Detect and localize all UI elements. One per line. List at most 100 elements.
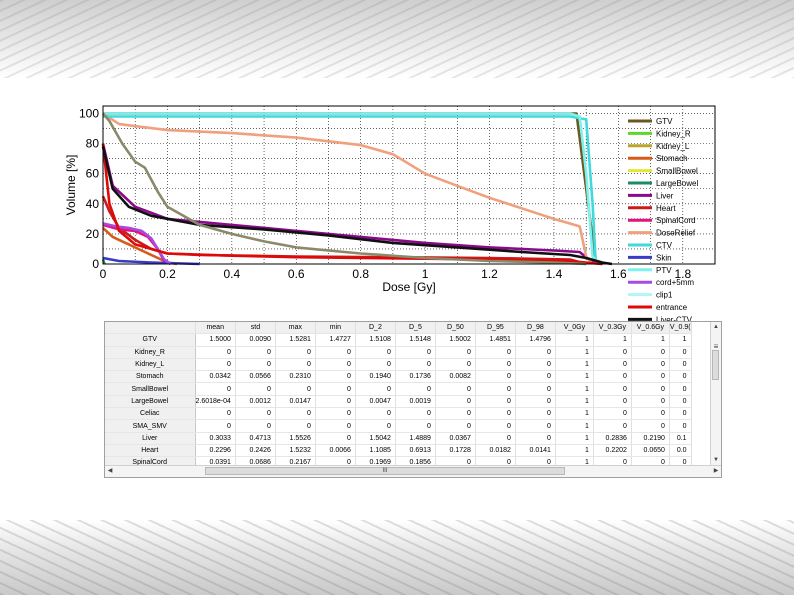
table-cell[interactable]: 0.0 (669, 444, 692, 458)
table-cell[interactable]: 0 (355, 382, 396, 396)
table-cell[interactable]: 1 (555, 382, 594, 396)
table-cell[interactable]: 0.1 (669, 432, 692, 445)
table-cell[interactable]: 0 (475, 407, 516, 421)
table-cell[interactable]: 0 (631, 358, 670, 372)
table-cell[interactable]: 0.0650 (631, 444, 670, 458)
row-header[interactable]: LargeBowel (105, 395, 196, 409)
table-cell[interactable]: 0 (275, 407, 316, 421)
table-cell[interactable]: 0.2202 (593, 444, 632, 458)
table-cell[interactable]: 0 (315, 419, 356, 433)
table-cell[interactable]: 0 (275, 346, 316, 359)
table-cell[interactable]: 0 (235, 346, 276, 359)
table-cell[interactable]: 0.0082 (435, 370, 476, 384)
horizontal-scrollbar[interactable]: ◀ III ▶ (105, 465, 721, 477)
table-cell[interactable]: 0 (315, 407, 356, 421)
table-cell[interactable]: 0 (631, 407, 670, 421)
scroll-left-icon[interactable]: ◀ (107, 468, 113, 474)
column-header[interactable]: min (315, 322, 356, 335)
table-cell[interactable]: 0 (355, 407, 396, 421)
table-cell[interactable]: 0 (669, 382, 692, 396)
table-cell[interactable]: 1.5232 (275, 444, 316, 458)
column-header[interactable]: mean (195, 322, 236, 335)
row-header[interactable]: Stomach (105, 370, 196, 384)
table-cell[interactable]: 0 (195, 358, 236, 372)
table-cell[interactable]: 0 (195, 346, 236, 359)
table-cell[interactable]: 0.4713 (235, 432, 276, 445)
table-cell[interactable]: 0 (475, 358, 516, 372)
table-row[interactable]: Heart 0.2296 0.2426 1.5232 0.0066 1.1085 0.691… (105, 444, 692, 458)
table-cell[interactable]: 0 (235, 382, 276, 396)
row-header[interactable]: Kidney_R (105, 346, 196, 359)
table-cell[interactable]: 0 (593, 419, 632, 433)
table-cell[interactable]: 0.1728 (435, 444, 476, 458)
table-cell[interactable]: 1.5108 (355, 333, 396, 347)
table-cell[interactable]: 0.0342 (195, 370, 236, 384)
table-cell[interactable]: 0 (435, 358, 476, 372)
table-cell[interactable]: 1 (555, 432, 594, 445)
table-cell[interactable]: 1.5148 (395, 333, 436, 347)
table-cell[interactable]: 1.4851 (475, 333, 516, 347)
table-cell[interactable]: 0 (515, 358, 556, 372)
table-cell[interactable]: 0 (235, 407, 276, 421)
table-cell[interactable]: 0 (275, 358, 316, 372)
table-cell[interactable]: 0 (515, 407, 556, 421)
table-cell[interactable]: 0 (235, 358, 276, 372)
table-cell[interactable]: 1.5000 (195, 333, 236, 347)
table-row[interactable]: Kidney_R 0 0 0 0 0 0 0 0 0 1 0 0 0 (105, 346, 692, 359)
table-cell[interactable]: 0 (475, 419, 516, 433)
table-cell[interactable]: 1.5281 (275, 333, 316, 347)
table-cell[interactable]: 0 (195, 382, 236, 396)
table-row[interactable]: SMA_SMV 0 0 0 0 0 0 0 0 0 1 0 0 0 (105, 419, 692, 433)
table-cell[interactable]: 1.4889 (395, 432, 436, 445)
table-cell[interactable]: 0 (355, 419, 396, 433)
table-cell[interactable]: 0 (669, 358, 692, 372)
table-cell[interactable]: 0.6913 (395, 444, 436, 458)
table-cell[interactable]: 0.0566 (235, 370, 276, 384)
table-cell[interactable]: 0.0147 (275, 395, 316, 409)
table-cell[interactable]: 0 (395, 358, 436, 372)
scroll-down-icon[interactable]: ▼ (713, 457, 719, 463)
row-header[interactable]: Kidney_L (105, 358, 196, 372)
column-header[interactable]: max (275, 322, 316, 335)
table-cell[interactable]: 0 (669, 346, 692, 359)
table-cell[interactable]: 0 (315, 432, 356, 445)
table-cell[interactable]: 0 (515, 370, 556, 384)
table-cell[interactable]: 0 (195, 419, 236, 433)
table-cell[interactable]: 0.0066 (315, 444, 356, 458)
table-cell[interactable]: 1 (555, 333, 594, 347)
table-cell[interactable]: 0.0019 (395, 395, 436, 409)
table-cell[interactable]: 1.4727 (315, 333, 356, 347)
table-cell[interactable]: 0 (315, 358, 356, 372)
table-cell[interactable]: 0 (395, 346, 436, 359)
table-cell[interactable]: 1 (631, 333, 670, 347)
table-cell[interactable]: 0 (435, 395, 476, 409)
table-cell[interactable]: 1 (555, 419, 594, 433)
table-cell[interactable]: 0 (435, 407, 476, 421)
table-cell[interactable]: 0 (631, 382, 670, 396)
column-header[interactable]: D_95 (475, 322, 516, 335)
table-cell[interactable]: 0 (395, 382, 436, 396)
table-cell[interactable]: 0 (631, 419, 670, 433)
table-cell[interactable]: 0 (669, 395, 692, 409)
table-cell[interactable]: 0 (475, 395, 516, 409)
table-cell[interactable]: 0 (435, 382, 476, 396)
row-header[interactable]: Heart (105, 444, 196, 458)
table-cell[interactable]: 0 (195, 407, 236, 421)
table-cell[interactable]: 1.1085 (355, 444, 396, 458)
scroll-right-icon[interactable]: ▶ (713, 468, 719, 474)
vertical-scroll-thumb[interactable] (712, 350, 719, 380)
column-header[interactable]: V_0Gy (555, 322, 594, 335)
column-header[interactable]: V_0.3Gy (593, 322, 632, 335)
table-cell[interactable]: 0.3033 (195, 432, 236, 445)
table-cell[interactable]: 0 (315, 346, 356, 359)
table-cell[interactable]: 0 (669, 407, 692, 421)
table-cell[interactable]: 0 (593, 407, 632, 421)
table-row[interactable]: Kidney_L 0 0 0 0 0 0 0 0 0 1 0 0 0 (105, 358, 692, 372)
table-cell[interactable]: 0.0182 (475, 444, 516, 458)
table-cell[interactable]: 0 (475, 346, 516, 359)
table-cell[interactable]: 0 (669, 370, 692, 384)
row-header[interactable]: Liver (105, 432, 196, 445)
row-header[interactable]: SmallBowel (105, 382, 196, 396)
table-row[interactable]: SmallBowel 0 0 0 0 0 0 0 0 0 1 0 0 0 (105, 382, 692, 396)
table-cell[interactable]: 0.1736 (395, 370, 436, 384)
